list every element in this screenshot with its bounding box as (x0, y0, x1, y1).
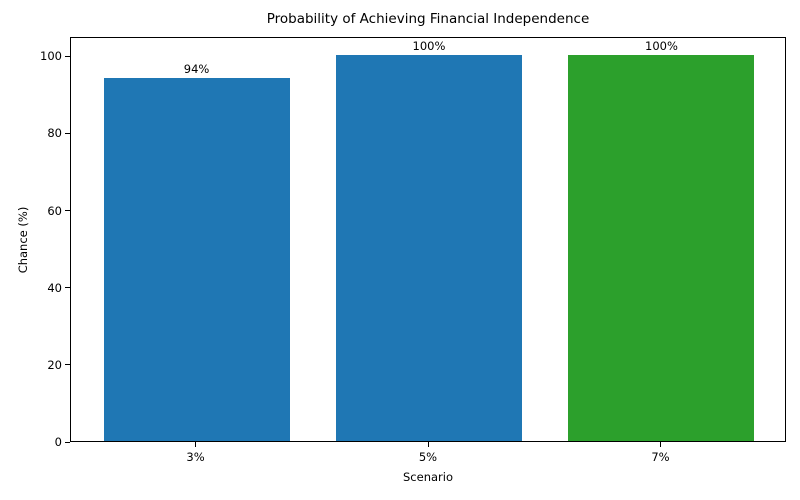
x-axis-label: Scenario (403, 470, 453, 484)
x-tick-label: 3% (186, 450, 205, 464)
x-tick-label: 7% (651, 450, 670, 464)
y-tick-mark (65, 441, 70, 443)
x-tick-mark (659, 442, 661, 447)
bar-value-label: 100% (412, 39, 446, 54)
y-tick-label: 40 (47, 280, 62, 295)
chart-title: Probability of Achieving Financial Indep… (266, 11, 590, 27)
y-tick-label: 100 (40, 49, 62, 64)
plot-area: 94% 100% 100% (70, 37, 786, 442)
y-tick-mark (65, 364, 70, 366)
y-tick-mark (65, 287, 70, 289)
bar (336, 55, 522, 441)
x-tick-label: 5% (418, 450, 438, 464)
bar-value-label: 94% (183, 62, 210, 77)
y-tick-label: 0 (54, 435, 62, 449)
x-tick-mark (195, 442, 197, 447)
y-tick-mark (65, 55, 70, 57)
bar-value-label: 100% (645, 39, 678, 54)
bar (103, 78, 290, 441)
y-tick-label: 60 (47, 203, 62, 218)
y-tick-mark (65, 210, 70, 212)
y-tick-label: 20 (47, 357, 62, 372)
y-tick-mark (65, 132, 70, 134)
x-tick-mark (427, 442, 429, 447)
bar (568, 55, 755, 441)
y-tick-label: 80 (47, 126, 62, 141)
